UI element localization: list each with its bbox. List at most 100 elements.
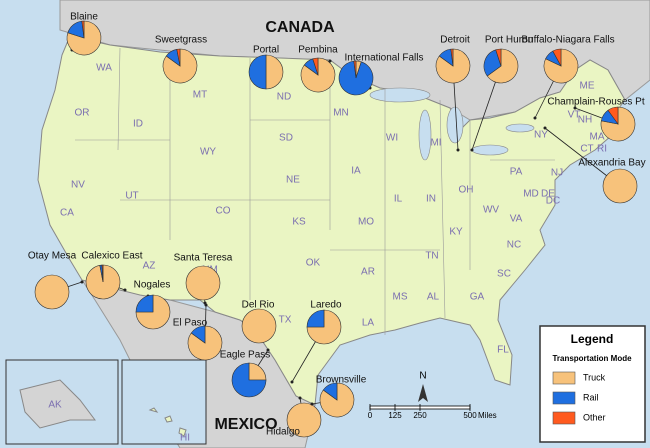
pie-slice: [607, 106, 619, 125]
state-label: PA: [510, 167, 523, 178]
crossing-point: [266, 348, 270, 352]
state-label: CO: [216, 206, 231, 217]
pie-slice: [176, 48, 181, 67]
state-label: DC: [546, 196, 560, 207]
state-label: MN: [333, 108, 349, 119]
state-label: TX: [279, 315, 292, 326]
country-label: CANADA: [265, 19, 335, 36]
crossing-label: Alexandria Bay: [578, 158, 645, 169]
scale-tick-label: 125: [388, 411, 402, 420]
crossing-label: Detroit: [440, 35, 470, 46]
crossing-label: El Paso: [173, 318, 208, 329]
state-label: KY: [449, 227, 463, 238]
crossing-point: [456, 148, 460, 152]
state-label: MI: [430, 138, 441, 149]
pie-slice: [241, 308, 277, 344]
state-label: AL: [427, 292, 440, 303]
state-label: ID: [133, 119, 143, 130]
state-label: NJ: [551, 168, 563, 179]
legend-label: Other: [583, 412, 606, 422]
crossing-label: Eagle Pass: [220, 350, 271, 361]
state-label: OK: [306, 258, 321, 269]
state-label: IN: [426, 194, 436, 205]
state-label: MA: [590, 132, 605, 143]
inset-label: HI: [180, 433, 190, 444]
scale-tick-label: 500: [463, 411, 477, 420]
pie-slice: [265, 54, 284, 90]
crossing-label: Santa Teresa: [174, 253, 233, 264]
us-land: [37, 35, 626, 406]
state-label: NC: [507, 240, 521, 251]
pie-slice: [312, 57, 319, 76]
state-label: AZ: [143, 261, 156, 272]
state-label: NV: [71, 180, 85, 191]
state-label: WV: [483, 205, 499, 216]
crossing-label: Pembina: [298, 45, 338, 56]
legend-subtitle: Transportation Mode: [552, 354, 632, 363]
state-label: MT: [193, 90, 207, 101]
state-label: MS: [393, 292, 408, 303]
north-arrow: N: [418, 371, 428, 402]
scale-unit: Miles: [478, 411, 497, 420]
crossing-point: [298, 396, 302, 400]
scale-tick-label: 250: [413, 411, 427, 420]
hawaii-land: [148, 407, 187, 437]
crossing-label: Brownsville: [316, 375, 367, 386]
state-label: CT: [580, 144, 593, 155]
state-label: IA: [351, 166, 361, 177]
crossing-point: [123, 288, 127, 292]
state-label: LA: [362, 318, 375, 329]
crossing-label: Blaine: [70, 12, 98, 23]
crossing-point: [80, 280, 84, 284]
crossing-label: Buffalo-Niagara Falls: [521, 35, 614, 46]
crossing-point: [533, 116, 537, 120]
state-label: AR: [361, 267, 375, 278]
crossing-point: [470, 148, 474, 152]
crossing-label: Champlain-Rouses Pt: [547, 97, 644, 108]
crossing-label: Port Huron: [485, 35, 533, 46]
legend-swatch: [552, 371, 576, 385]
pie-slice: [450, 48, 454, 67]
crossing-label: Hidalgo: [266, 427, 300, 438]
crossing-label: Sweetgrass: [155, 35, 207, 46]
state-label: NY: [534, 130, 548, 141]
crossing-label: Portal: [253, 45, 279, 56]
crossing-label: Nogales: [134, 280, 171, 291]
state-label: WI: [386, 133, 398, 144]
state-label: OH: [459, 185, 474, 196]
crossing-label: Del Rio: [242, 300, 275, 311]
state-borders: [75, 47, 555, 335]
legend-label: Truck: [583, 372, 606, 382]
state-label: SD: [279, 133, 293, 144]
state-label: NH: [578, 115, 592, 126]
state-label: IL: [394, 194, 403, 205]
pie-slice: [483, 49, 502, 77]
crossing-label: International Falls: [345, 53, 424, 64]
pie-slice: [34, 274, 70, 310]
pie-slice: [353, 60, 357, 79]
state-label: OR: [75, 108, 90, 119]
pie-slice: [486, 48, 519, 84]
state-label: DE: [541, 189, 555, 200]
pie-slice: [135, 294, 154, 313]
pie-slice: [185, 265, 221, 301]
crossing-point: [310, 402, 314, 406]
legend-label: Rail: [583, 392, 599, 402]
state-label: ND: [277, 92, 291, 103]
pie-slice: [338, 60, 374, 96]
state-label: MO: [358, 217, 374, 228]
north-label: N: [419, 371, 426, 382]
pie-slice: [231, 362, 267, 398]
legend-swatch: [552, 391, 576, 405]
crossing-point: [290, 380, 294, 384]
pie-slice: [286, 402, 322, 438]
state-label: KS: [292, 217, 306, 228]
pie-slice: [101, 264, 104, 283]
state-label: TN: [425, 251, 438, 262]
state-label: RI: [597, 144, 607, 155]
state-label: CA: [60, 208, 74, 219]
pie-slice: [81, 20, 85, 39]
pie-slice: [190, 325, 206, 344]
state-label: NE: [286, 175, 300, 186]
crossing-point: [543, 126, 547, 130]
